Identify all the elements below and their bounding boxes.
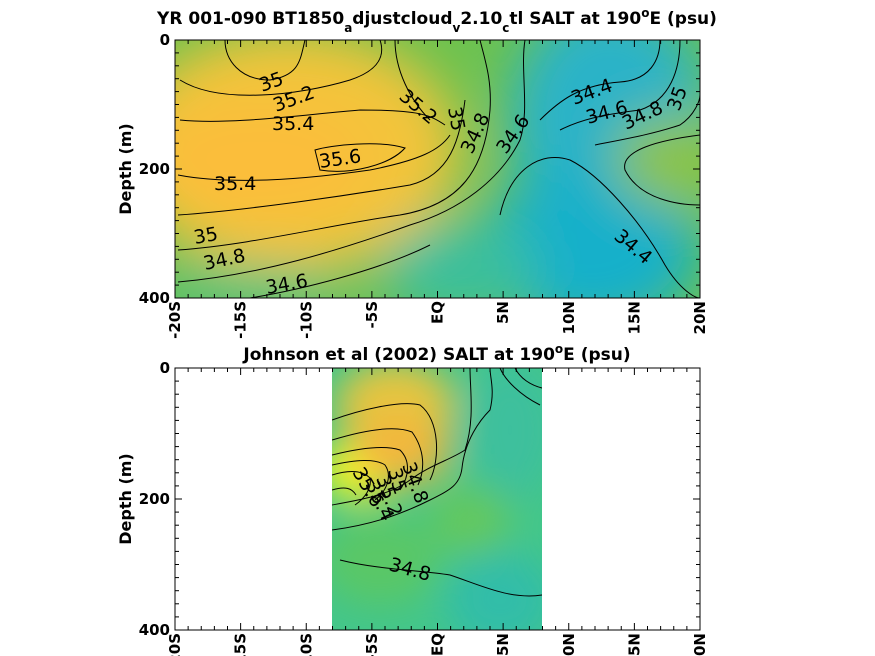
y-tick-label: 200	[139, 490, 170, 508]
model-contour-lines	[177, 40, 700, 298]
x-tick-label: 20N	[691, 301, 709, 334]
y-tick-label: 400	[139, 289, 170, 307]
x-tick-label: -20S	[166, 633, 184, 656]
x-tick-label: 5N	[494, 633, 512, 656]
x-tick-label: 15N	[625, 633, 643, 656]
x-tick-label: -15S	[232, 301, 250, 339]
x-tick-label: -15S	[232, 633, 250, 656]
x-tick-label: -5S	[363, 633, 381, 656]
contour-label: 35	[443, 105, 469, 133]
model-salt-panel: YR 001-090 BT1850adjustcloudv2.10ctl SAL…	[116, 6, 717, 339]
x-tick-label: 20N	[691, 633, 709, 656]
y-tick-label: 0	[160, 359, 170, 377]
model-panel-title: YR 001-090 BT1850adjustcloudv2.10ctl SAL…	[156, 6, 717, 35]
contour-label: 35.4	[272, 113, 314, 135]
observed-axes: -20S -15S -10S -5S EQ 5N 10N 15N 20N 0 200 400	[139, 359, 709, 656]
contour-label: 35.4	[214, 173, 256, 195]
y-tick-label: 0	[160, 31, 170, 49]
model-axes: -20S -15S -10S -5S EQ 5N 10N 15N 20N 0 200 400	[139, 31, 709, 339]
x-tick-label: 5N	[494, 301, 512, 324]
x-tick-label: -10S	[297, 301, 315, 339]
model-salinity-field	[175, 40, 700, 298]
y-tick-label: 200	[139, 160, 170, 178]
observed-y-axis-label: Depth (m)	[116, 453, 135, 545]
x-tick-label: 10N	[560, 633, 578, 656]
x-tick-label: -5S	[363, 301, 381, 328]
model-y-axis-label: Depth (m)	[116, 123, 135, 215]
x-tick-label: -10S	[297, 633, 315, 656]
observed-salt-panel: Johnson et al (2002) SALT at 190oE (psu)	[116, 342, 709, 656]
contour-label: 35	[192, 223, 220, 249]
x-tick-label: EQ	[429, 633, 447, 656]
observed-salinity-field	[332, 368, 542, 630]
x-tick-label: 10N	[560, 301, 578, 334]
y-tick-label: 400	[139, 621, 170, 639]
observed-panel-title: Johnson et al (2002) SALT at 190oE (psu)	[242, 342, 630, 365]
x-tick-label: EQ	[429, 301, 447, 324]
x-tick-label: 15N	[625, 301, 643, 334]
x-tick-label: -20S	[166, 301, 184, 339]
